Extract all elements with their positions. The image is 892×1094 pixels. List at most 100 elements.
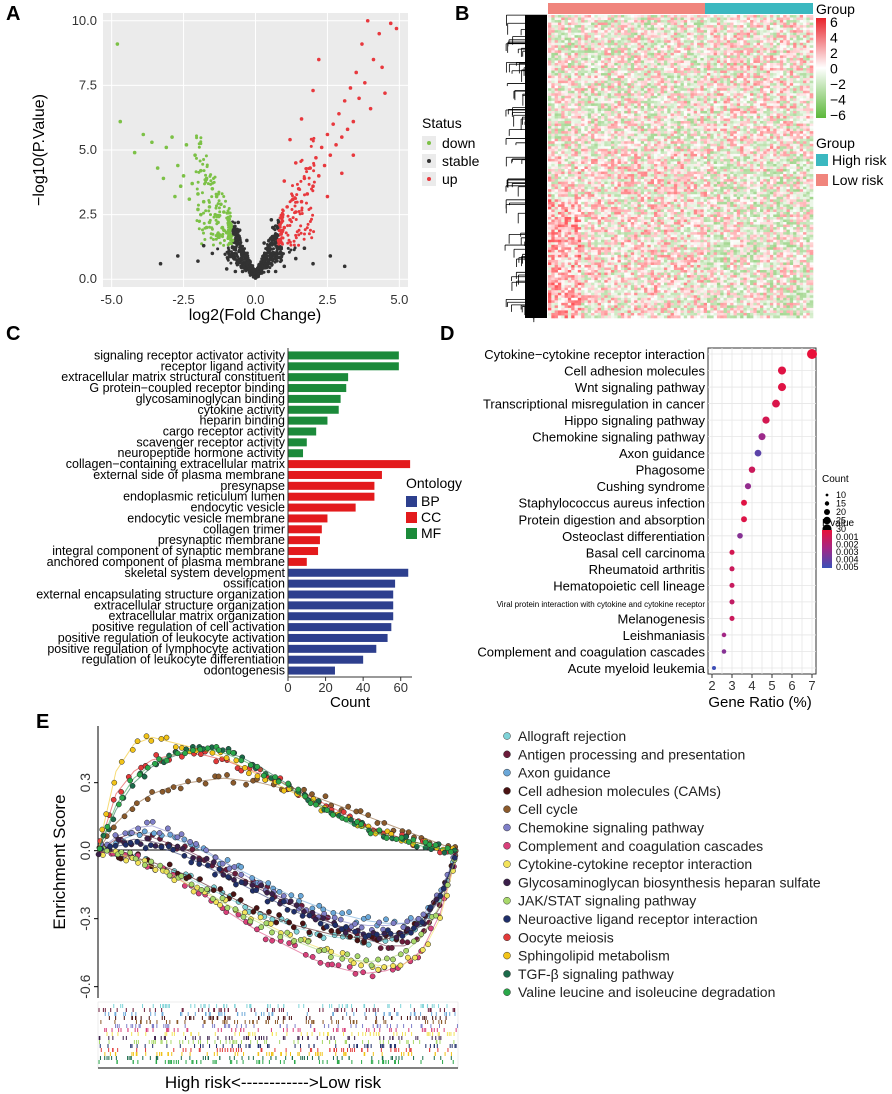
heatmap-cell xyxy=(647,73,651,76)
heatmap-cell xyxy=(634,50,638,54)
volcano-plot: -5.0 -2.5 0.0 2.5 5.00.02.55.07.510.0 log2(F… xyxy=(31,13,480,324)
heatmap-cell xyxy=(803,15,807,18)
heatmap-cell xyxy=(591,103,595,107)
heatmap-cell xyxy=(650,20,655,23)
heatmap-cell xyxy=(604,113,608,117)
heatmap-cell xyxy=(670,57,675,61)
heatmap-cell xyxy=(809,103,814,107)
heatmap-cell xyxy=(624,123,628,127)
heatmap-cell xyxy=(750,123,754,127)
heatmap-cell xyxy=(693,116,698,119)
heatmap-cell xyxy=(571,32,575,36)
heatmap-cell xyxy=(594,50,598,54)
volcano-bg-point xyxy=(294,200,298,204)
heatmap-cell xyxy=(601,73,605,76)
volcano-bg-point xyxy=(273,224,277,228)
heatmap-cell xyxy=(594,22,598,26)
heatmap-cell xyxy=(766,73,771,76)
heatmap-cell xyxy=(690,103,695,107)
heatmap-cell xyxy=(736,22,741,26)
heatmap-cell xyxy=(617,105,622,109)
heatmap-cell xyxy=(716,85,721,89)
heatmap-cell xyxy=(620,88,625,92)
heatmap-cell xyxy=(710,35,714,39)
heatmap-cell xyxy=(773,98,777,102)
heatmap-cell xyxy=(591,37,595,41)
heatmap-cell xyxy=(693,20,698,23)
heatmap-cell xyxy=(683,65,688,69)
heatmap-cell xyxy=(806,126,810,129)
heatmap-cell xyxy=(680,25,685,28)
heatmap-cell xyxy=(601,52,605,56)
heatmap-cell xyxy=(634,70,638,74)
heatmap-cell xyxy=(637,78,642,81)
heatmap-cell xyxy=(650,108,655,112)
heatmap-cell xyxy=(654,57,658,61)
heatmap-cell xyxy=(690,27,695,31)
heatmap-cell xyxy=(773,105,777,109)
heatmap-cell xyxy=(634,17,638,21)
heatmap-cell xyxy=(614,50,618,54)
heatmap-cell xyxy=(630,70,635,74)
heatmap-cell xyxy=(720,126,724,129)
heatmap-cell xyxy=(786,37,791,41)
heatmap-cell xyxy=(680,78,685,81)
heatmap-cell xyxy=(607,70,612,74)
heatmap-cell xyxy=(557,20,562,23)
heatmap-cell xyxy=(670,100,675,104)
heatmap-cell xyxy=(693,57,698,61)
heatmap-cell xyxy=(574,121,579,124)
heatmap-cell xyxy=(564,73,569,76)
heatmap-cell xyxy=(707,75,711,79)
heatmap-cell xyxy=(657,121,661,124)
heatmap-cell xyxy=(783,93,787,97)
heatmap-cell xyxy=(557,116,562,119)
heatmap-cell xyxy=(567,15,572,18)
heatmap-cell xyxy=(750,93,754,97)
heatmap-cell xyxy=(591,42,595,46)
heatmap-cell xyxy=(650,75,655,79)
heatmap-cell xyxy=(710,85,714,89)
heatmap-cell xyxy=(736,57,741,61)
heatmap-cell xyxy=(654,126,658,129)
heatmap-cell xyxy=(640,121,645,124)
heatmap-cell xyxy=(743,75,748,79)
heatmap-cell xyxy=(733,113,738,117)
heatmap-cell xyxy=(647,22,651,26)
heatmap-cell xyxy=(614,128,618,132)
heatmap-cell xyxy=(604,121,608,124)
heatmap-cell xyxy=(627,108,632,112)
volcano-point-stable xyxy=(242,254,246,258)
heatmap-cell xyxy=(776,78,781,81)
volcano-bg-point xyxy=(273,240,277,244)
heatmap-cell xyxy=(743,113,748,117)
heatmap-cell xyxy=(697,78,701,81)
heatmap-cell xyxy=(779,27,784,31)
heatmap-cell xyxy=(730,126,734,129)
heatmap-cell xyxy=(624,15,628,18)
heatmap-cell xyxy=(773,88,777,92)
heatmap-cell xyxy=(690,98,695,102)
heatmap-cell xyxy=(736,47,741,51)
volcano-bg-point xyxy=(196,203,200,207)
heatmap-cell xyxy=(601,60,605,64)
heatmap-cell xyxy=(697,93,701,97)
heatmap-cell xyxy=(683,113,688,117)
heatmap-cell xyxy=(690,45,695,49)
heatmap-cell xyxy=(760,70,764,74)
heatmap-cell xyxy=(760,42,764,46)
heatmap-cell xyxy=(564,20,569,23)
heatmap-cell xyxy=(574,55,579,59)
heatmap-cell xyxy=(634,80,638,84)
heatmap-cell xyxy=(736,121,741,124)
heatmap-cell xyxy=(601,78,605,81)
heatmap-cell xyxy=(690,73,695,76)
heatmap-cell xyxy=(806,100,810,104)
volcano-bg-point xyxy=(195,136,199,140)
heatmap-cell xyxy=(637,65,642,69)
heatmap-cell xyxy=(740,57,744,61)
heatmap-cell xyxy=(740,32,744,36)
heatmap-cell xyxy=(783,45,787,49)
heatmap-cell xyxy=(793,85,797,89)
heatmap-cell xyxy=(733,65,738,69)
